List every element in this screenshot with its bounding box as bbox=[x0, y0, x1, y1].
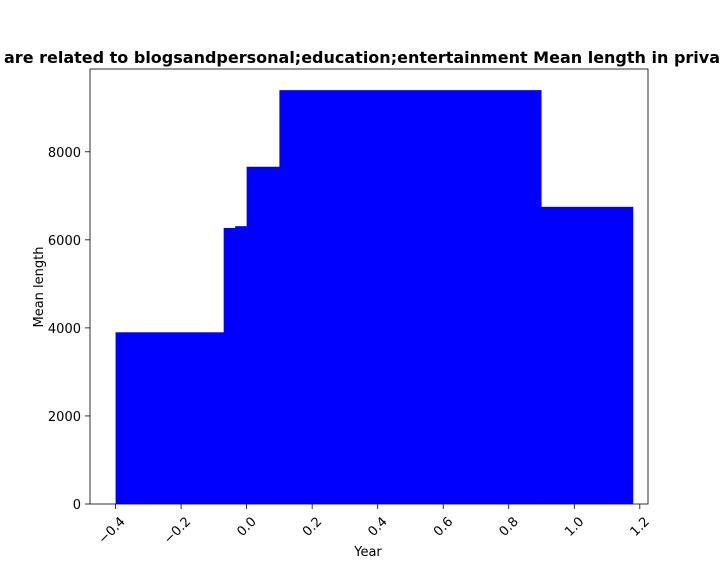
x-tick-label: 0.2 bbox=[300, 514, 325, 539]
x-tick-label: 1.2 bbox=[628, 514, 653, 539]
bar-5 bbox=[541, 206, 634, 504]
y-tick-label: 6000 bbox=[48, 234, 81, 249]
x-tick-label: 0.0 bbox=[234, 514, 259, 539]
x-tick-label: 0.6 bbox=[431, 514, 456, 539]
y-tick-label: 8000 bbox=[48, 146, 81, 161]
bars-layer bbox=[115, 90, 634, 505]
x-tick-label: 1.0 bbox=[562, 514, 587, 539]
y-tick-label: 4000 bbox=[48, 322, 81, 337]
x-tick-label: −0.2 bbox=[161, 514, 194, 547]
y-axis: 0 2000 4000 6000 8000 bbox=[48, 146, 90, 513]
chart-title: are related to blogsandpersonal;educatio… bbox=[4, 48, 720, 67]
y-axis-label: Mean length bbox=[32, 247, 47, 328]
plot-frame bbox=[89, 68, 649, 505]
x-axis-label: Year bbox=[353, 545, 382, 560]
x-axis: −0.4 −0.2 0.0 0.2 0.4 0.6 0.8 1.0 1.2 bbox=[96, 504, 653, 547]
bar-4 bbox=[279, 90, 542, 504]
x-tick-label: 0.4 bbox=[365, 514, 390, 539]
x-tick-label: −0.4 bbox=[96, 514, 129, 547]
y-tick-label: 2000 bbox=[48, 410, 81, 425]
y-tick-label: 0 bbox=[73, 498, 81, 513]
x-tick-label: 0.8 bbox=[497, 514, 522, 539]
